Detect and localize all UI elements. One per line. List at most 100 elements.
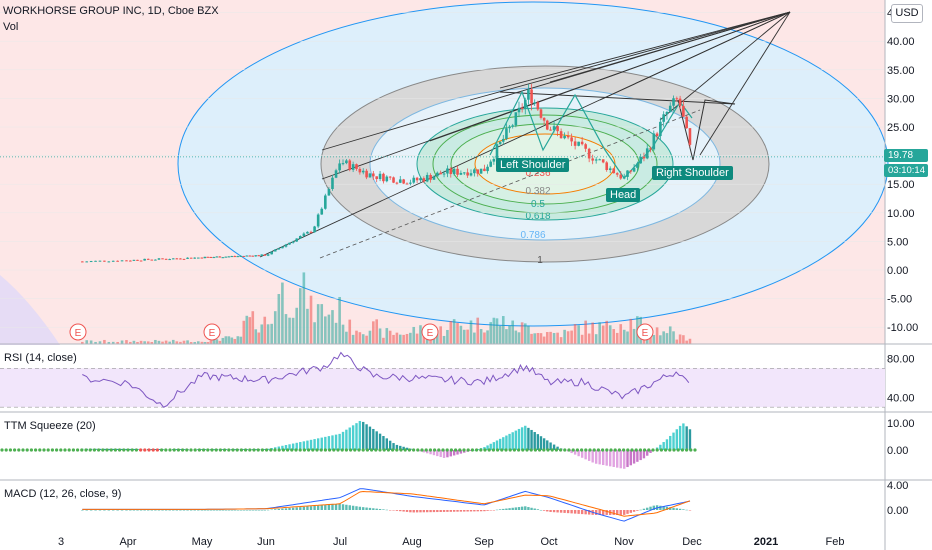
ttm-dot <box>550 448 554 452</box>
candle-body <box>120 260 124 262</box>
ttm-bar <box>678 425 682 450</box>
macd-hist-bar <box>182 510 186 511</box>
macd-hist-bar <box>598 510 601 515</box>
candle-body <box>584 144 587 149</box>
candle-body <box>273 249 277 252</box>
candle-body <box>327 188 331 196</box>
ttm-dot <box>235 448 239 452</box>
macd-hist-bar <box>266 509 270 511</box>
ttm-dot <box>596 448 601 452</box>
candle-body <box>171 258 175 260</box>
macd-hist-bar <box>415 510 419 513</box>
candle-body <box>94 260 97 262</box>
macd-hist-bar <box>385 509 388 511</box>
candle-body <box>215 256 219 258</box>
candle-body <box>682 105 685 117</box>
candle-body <box>527 89 530 100</box>
macd-hist-bar <box>412 510 415 513</box>
ttm-bar <box>642 450 646 459</box>
macd-hist-bar <box>200 510 204 511</box>
ttm-dot <box>634 448 638 452</box>
macd-hist-bar <box>527 507 530 510</box>
ttm-dot <box>59 448 63 452</box>
ttm-dot <box>139 448 143 452</box>
candle-body <box>422 178 426 182</box>
ttm-bar <box>288 444 291 450</box>
candle-body <box>591 158 594 161</box>
macd-hist-bar <box>530 507 533 510</box>
ttm-bar <box>132 448 136 450</box>
ttm-bar <box>688 429 692 450</box>
ttm-bar <box>120 448 124 450</box>
ttm-dot <box>504 448 508 452</box>
ttm-bar <box>636 450 639 462</box>
ttm-dot <box>382 448 386 452</box>
volume-bar <box>263 316 267 344</box>
earnings-marker-label: E <box>75 328 82 339</box>
candle-body <box>209 256 213 258</box>
ttm-dot <box>554 448 559 452</box>
volume-bar <box>501 316 505 344</box>
volume-bar <box>508 325 511 344</box>
volume-bar <box>157 340 161 344</box>
volume-bar <box>334 322 338 344</box>
candle-body <box>665 111 669 115</box>
ttm-dot <box>462 448 466 452</box>
volume-bar <box>402 334 405 344</box>
macd-hist-bar <box>533 508 536 510</box>
macd-hist-bar <box>260 510 263 511</box>
ttm-bar <box>616 450 619 468</box>
ttm-dot <box>395 448 399 452</box>
ttm-dot <box>34 448 38 452</box>
volume-bar <box>197 341 200 344</box>
macd-hist-bar <box>230 510 234 511</box>
macd-hist-bar <box>452 510 456 512</box>
candle-body <box>150 259 154 261</box>
ttm-bar <box>331 435 334 450</box>
ttm-dot <box>630 448 634 452</box>
ttm-dot <box>231 448 235 452</box>
ttm-bar <box>368 426 372 450</box>
candle-body <box>378 173 382 180</box>
ttm-bar <box>419 450 422 452</box>
volume-bar <box>189 342 193 344</box>
ttm-dot <box>315 448 319 452</box>
macd-hist-bar <box>616 510 619 515</box>
macd-hist-bar <box>164 510 168 511</box>
ttm-bar <box>549 442 552 450</box>
macd-hist-bar <box>498 509 502 510</box>
volume-bar <box>556 332 559 344</box>
macd-hist-bar <box>678 508 682 510</box>
candle-body <box>530 89 533 104</box>
ttm-bar <box>157 449 161 450</box>
ttm-bar <box>355 423 358 450</box>
x-tick-label: Oct <box>540 536 557 548</box>
macd-hist-bar <box>239 510 243 511</box>
currency-button[interactable]: USD <box>891 4 923 23</box>
chart-title: WORKHORSE GROUP INC, 1D, Cboe BZX <box>3 5 219 17</box>
candle-body <box>462 172 466 174</box>
macd-hist-bar <box>197 510 200 511</box>
candle-body <box>425 174 429 182</box>
candle-body <box>266 254 270 256</box>
volume-bar <box>505 329 508 344</box>
macd-hist-bar <box>233 510 237 511</box>
macd-hist-bar <box>218 510 222 511</box>
macd-hist-bar <box>685 509 688 511</box>
ttm-dot <box>357 448 361 452</box>
macd-hist-bar <box>426 510 429 513</box>
volume-bar <box>224 336 228 344</box>
candle-body <box>270 251 273 255</box>
candle-body <box>85 261 89 263</box>
candle-body <box>517 107 521 113</box>
candle-body <box>483 168 486 172</box>
macd-hist-bar <box>662 506 665 510</box>
fan-line <box>549 11 791 83</box>
macd-hist-bar <box>348 505 351 510</box>
candle-body <box>295 238 299 242</box>
volume-bar <box>608 325 612 344</box>
ttm-dot <box>92 448 96 452</box>
candle-body <box>98 260 102 262</box>
dashed-trend-line <box>319 109 701 259</box>
